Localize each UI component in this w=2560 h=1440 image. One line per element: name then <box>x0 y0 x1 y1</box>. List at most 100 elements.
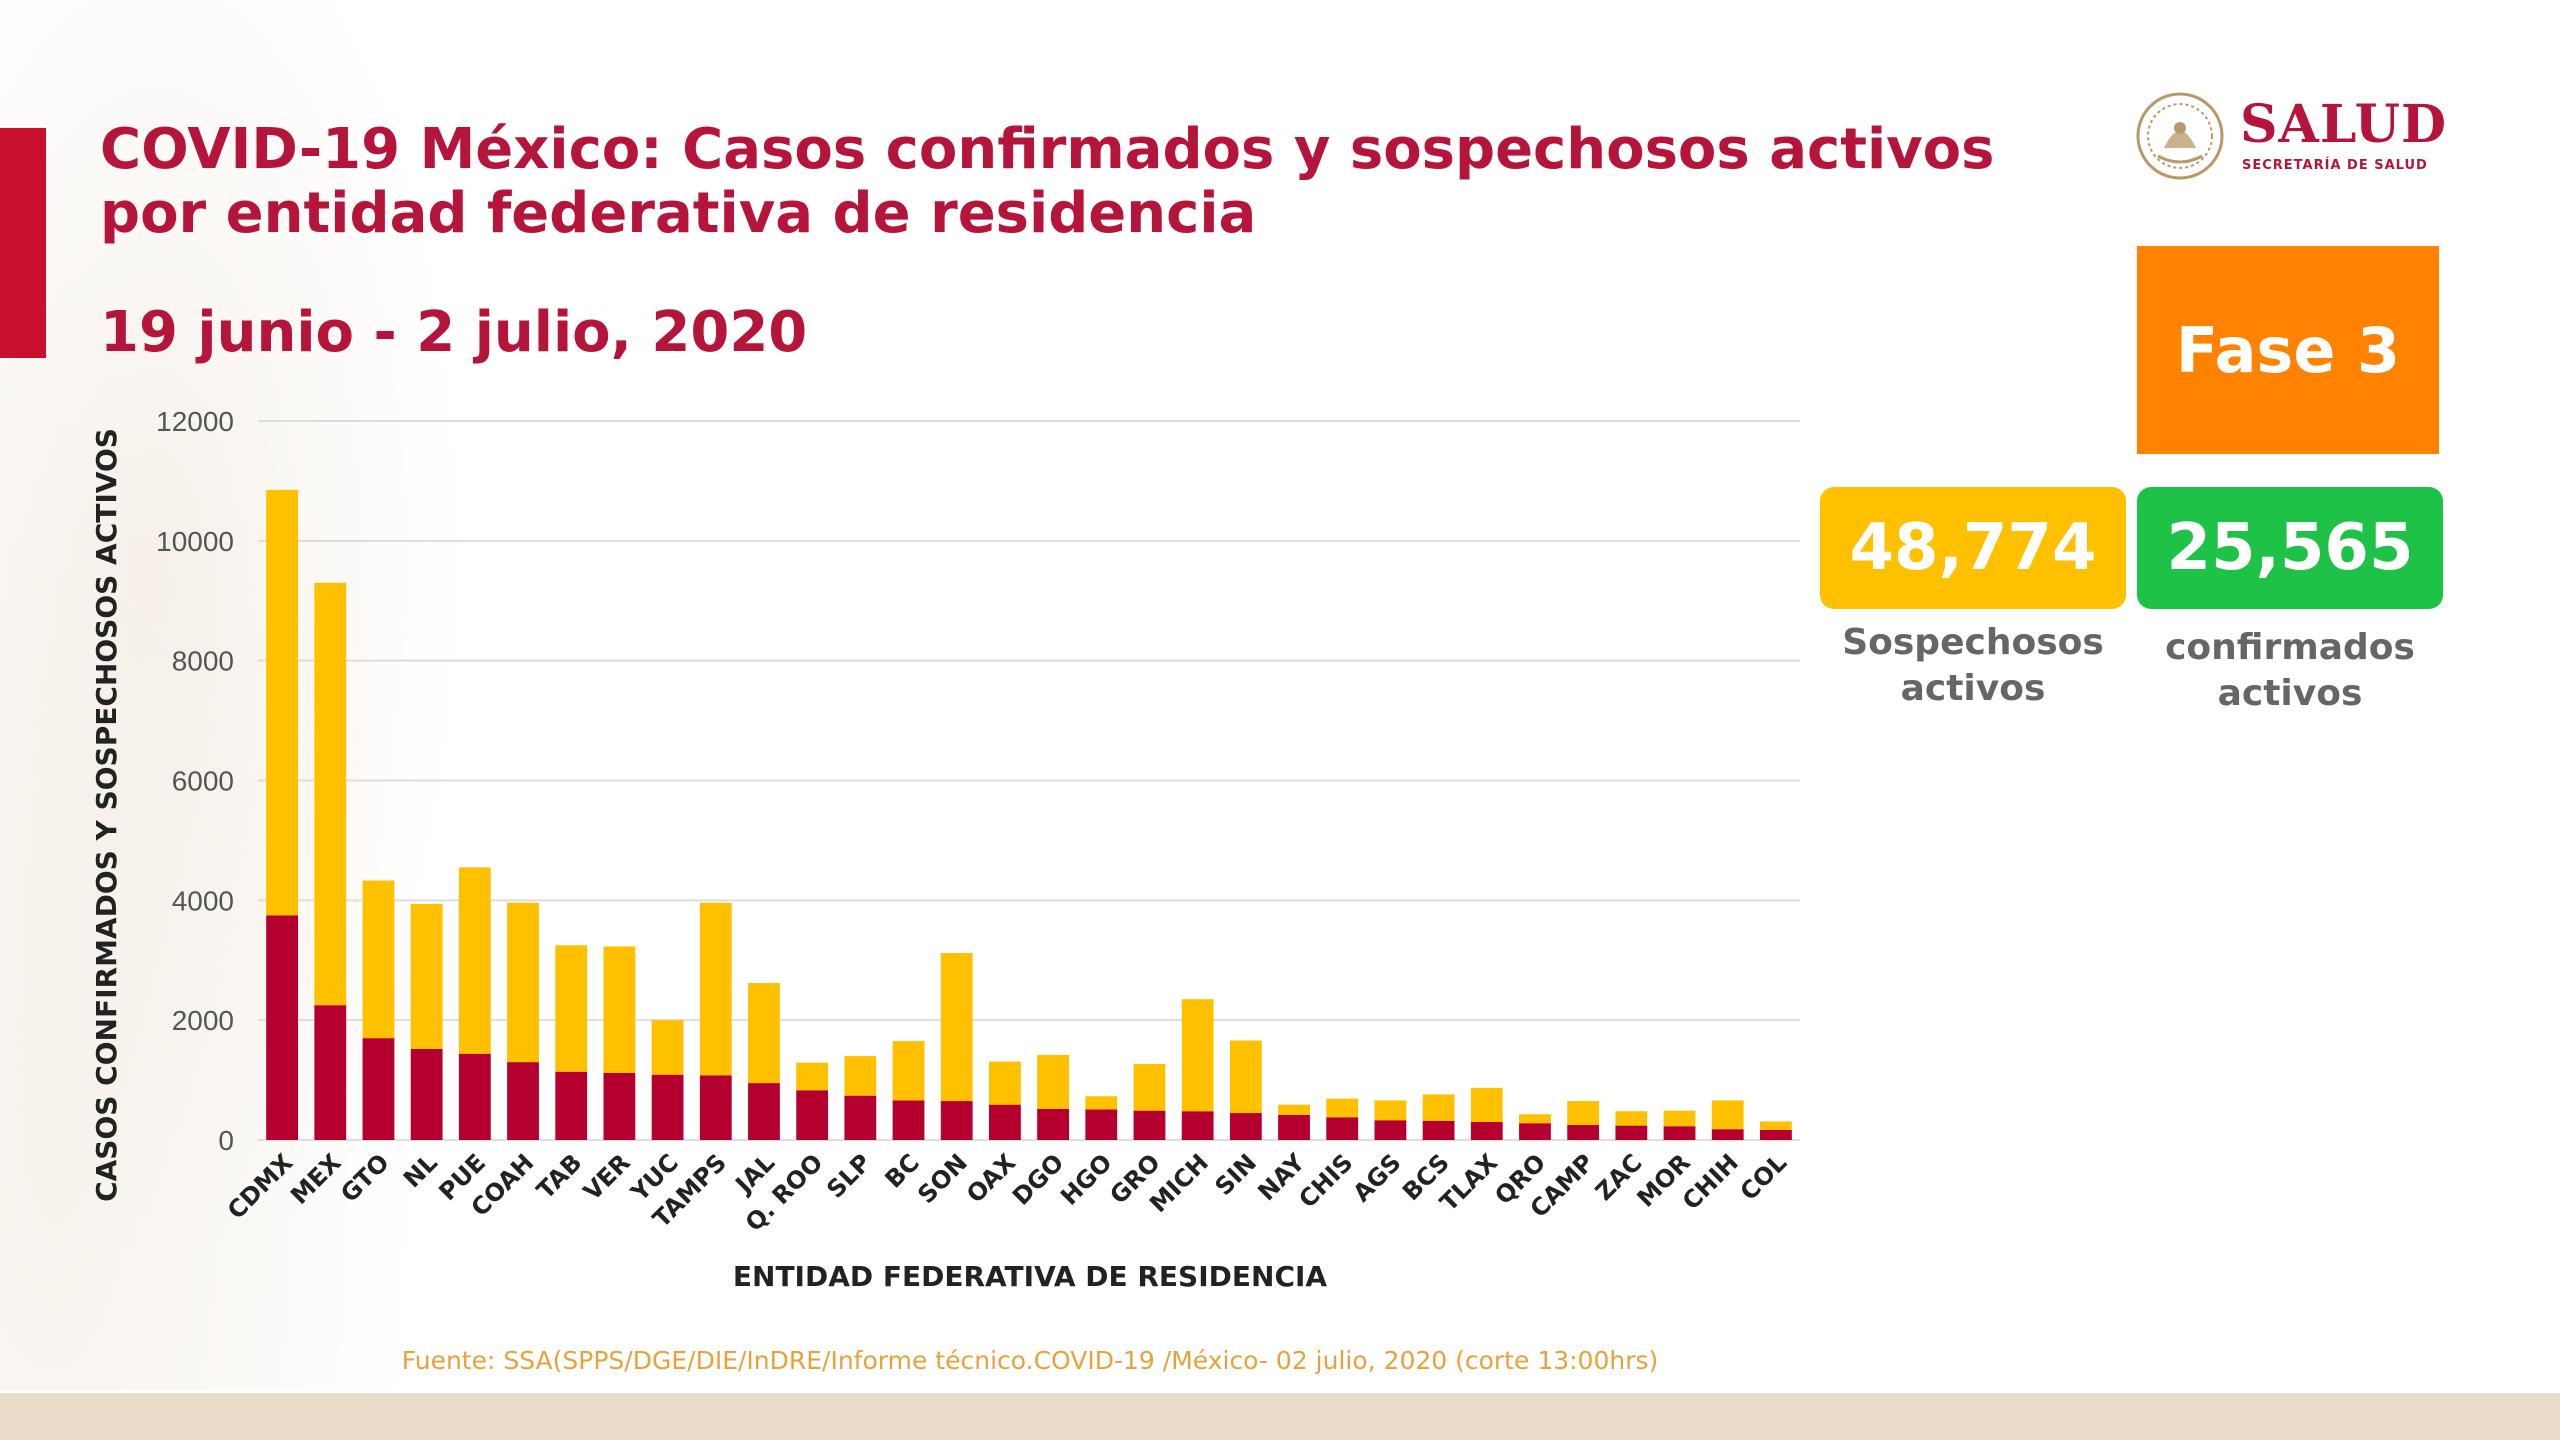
y-tick-label: 0 <box>218 1125 234 1156</box>
bar-confirmed <box>1326 1117 1359 1140</box>
bar-suspected <box>748 983 780 1084</box>
bar-suspected <box>1229 1040 1262 1114</box>
x-category-label: AGS <box>1348 1148 1407 1207</box>
logo-wordmark: SALUD <box>2240 94 2448 155</box>
logo-subtitle: SECRETARÍA DE SALUD <box>2242 158 2428 173</box>
bar-suspected <box>458 867 491 1054</box>
background-decoration <box>0 0 520 1390</box>
x-category-label: CHIH <box>1677 1148 1744 1215</box>
x-category-label: OAX <box>961 1148 1021 1208</box>
bar-suspected <box>940 953 973 1102</box>
bar-confirmed <box>1085 1109 1118 1140</box>
bar-suspected <box>410 903 443 1049</box>
bar-confirmed <box>266 915 298 1140</box>
mexico-seal-icon <box>2136 92 2224 180</box>
y-tick-label: 10000 <box>156 526 234 557</box>
bar-suspected <box>1422 1094 1455 1121</box>
bar-confirmed <box>1181 1111 1214 1140</box>
bar-suspected <box>1181 999 1214 1112</box>
salud-logo: SALUD SECRETARÍA DE SALUD <box>2128 88 2448 188</box>
bar-confirmed <box>1229 1113 1262 1140</box>
bar-suspected <box>1615 1111 1648 1126</box>
x-category-label: SON <box>912 1148 973 1209</box>
date-range: 19 junio - 2 julio, 2020 <box>100 300 808 365</box>
bar-suspected <box>266 489 298 916</box>
bar-confirmed <box>1133 1110 1166 1140</box>
y-tick-label: 12000 <box>156 406 234 437</box>
bar-suspected <box>989 1061 1021 1105</box>
y-tick-label: 6000 <box>172 766 234 797</box>
bar-confirmed <box>1663 1126 1696 1140</box>
x-category-label: SLP <box>821 1148 876 1203</box>
bar-suspected <box>1085 1096 1118 1110</box>
bar-suspected <box>1519 1114 1551 1124</box>
footer-band <box>0 1393 2560 1440</box>
y-axis-ticks: 0 2000 4000 6000 8000 10000 12000 <box>156 406 234 1156</box>
bar-suspected <box>603 946 636 1073</box>
source-note: Fuente: SSA(SPPS/DGE/DIE/InDRE/Informe t… <box>401 1346 1659 1375</box>
bar-confirmed <box>603 1072 636 1140</box>
bar-suspected <box>1711 1100 1744 1130</box>
bar-confirmed <box>1278 1114 1310 1140</box>
bar-suspected <box>796 1062 829 1091</box>
bar-confirmed <box>507 1062 539 1140</box>
x-category-label: TAB <box>531 1148 587 1204</box>
bar-confirmed <box>989 1104 1021 1140</box>
bar-suspected <box>555 945 588 1072</box>
bar-suspected <box>1470 1087 1503 1123</box>
x-category-label: GTO <box>335 1148 394 1207</box>
bar-suspected <box>1760 1121 1792 1130</box>
bar-confirmed <box>1470 1122 1503 1140</box>
x-category-label: CDMX <box>222 1148 299 1225</box>
page-title: COVID-19 México: Casos confirmados y sos… <box>100 117 1995 246</box>
bar-confirmed <box>1422 1120 1455 1140</box>
bar-suspected <box>892 1041 925 1101</box>
x-category-label: VER <box>578 1148 636 1206</box>
bar-suspected <box>362 880 395 1039</box>
bar-confirmed <box>314 1005 347 1140</box>
accent-bar <box>0 128 46 358</box>
bar-confirmed <box>1760 1129 1792 1140</box>
bar-suspected <box>1567 1101 1600 1126</box>
bar-suspected <box>1374 1100 1407 1121</box>
bar-confirmed <box>796 1090 829 1140</box>
x-category-label: SIN <box>1210 1148 1263 1201</box>
bar-confirmed <box>362 1038 395 1140</box>
suspected-label: Sospechosos activos <box>1842 622 2104 709</box>
bar-confirmed <box>1615 1125 1648 1140</box>
bar-confirmed <box>651 1074 684 1140</box>
bar-confirmed <box>1519 1123 1551 1140</box>
bar-suspected <box>1326 1098 1359 1118</box>
y-axis-title: CASOS CONFIRMADOS Y SOSPECHOSOS ACTIVOS <box>90 428 123 1202</box>
x-category-label: CHIS <box>1293 1148 1358 1213</box>
bar-suspected <box>1133 1063 1166 1111</box>
x-category-label: DGO <box>1007 1148 1069 1210</box>
x-category-label: HGO <box>1055 1148 1117 1210</box>
bar-confirmed <box>1711 1129 1744 1140</box>
bar-confirmed <box>940 1101 973 1140</box>
bar-confirmed <box>892 1100 925 1140</box>
phase-badge: Fase 3 <box>2137 246 2439 454</box>
bar-confirmed <box>458 1053 491 1140</box>
suspected-count-box: 48,774 <box>1820 487 2126 609</box>
bar-suspected <box>1663 1110 1696 1127</box>
bar-confirmed <box>1037 1108 1069 1140</box>
x-category-label: MEX <box>285 1148 347 1210</box>
bar-suspected <box>1037 1054 1069 1109</box>
bar-suspected <box>507 902 539 1063</box>
y-tick-label: 8000 <box>172 646 234 677</box>
y-tick-label: 2000 <box>172 1005 234 1036</box>
bar-suspected <box>1278 1104 1310 1115</box>
bar-confirmed <box>410 1048 443 1140</box>
x-category-label: COL <box>1735 1148 1792 1205</box>
bar-confirmed <box>748 1083 780 1140</box>
confirmed-count-box: 25,565 <box>2137 487 2443 609</box>
bar-confirmed <box>1567 1125 1600 1140</box>
chart-bars <box>266 489 1792 1140</box>
bar-confirmed <box>555 1071 588 1140</box>
bar-suspected <box>314 582 347 1006</box>
bar-confirmed <box>699 1075 732 1140</box>
bar-suspected <box>651 1020 684 1075</box>
